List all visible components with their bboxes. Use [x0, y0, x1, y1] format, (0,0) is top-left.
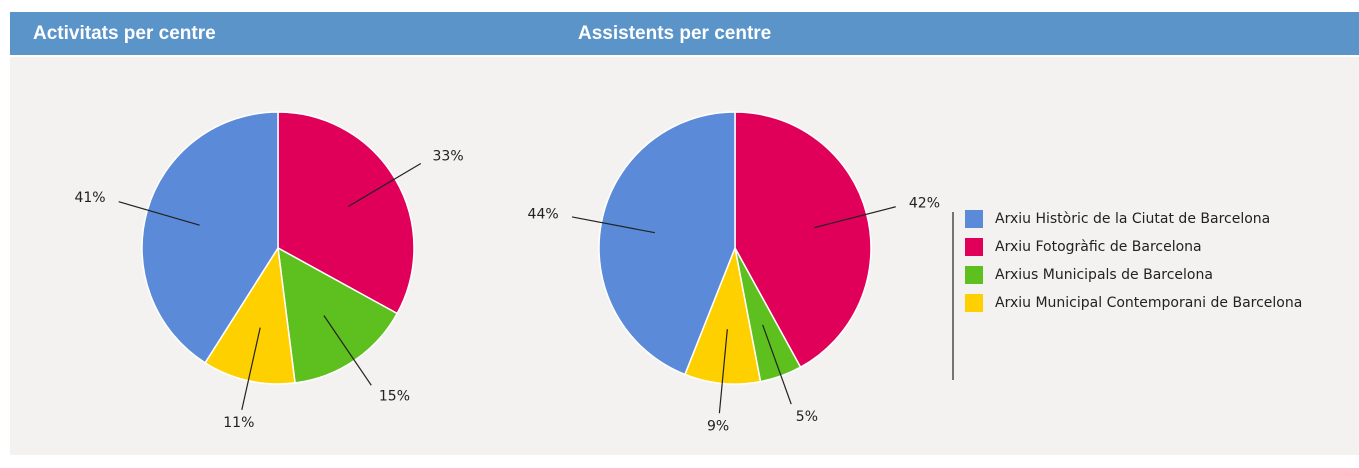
legend-label: Arxiu Fotogràfic de Barcelona — [995, 239, 1202, 255]
leader-line — [718, 329, 728, 414]
legend-swatch — [965, 294, 983, 312]
leader-line — [241, 327, 261, 411]
data-label: 11% — [223, 415, 254, 431]
legend-swatch — [965, 266, 983, 284]
leader-line — [762, 324, 792, 405]
header-bar — [10, 12, 1359, 55]
legend-label: Arxius Municipals de Barcelona — [995, 267, 1213, 283]
data-label: 41% — [74, 190, 105, 206]
data-label: 9% — [707, 419, 729, 435]
chart-title: Activitats per centre — [33, 23, 216, 44]
data-label: 5% — [796, 409, 818, 425]
legend-swatch — [965, 210, 983, 228]
legend-label: Arxiu Municipal Contemporani de Barcelon… — [995, 295, 1302, 311]
chart-title: Assistents per centre — [578, 23, 771, 44]
leader-line — [323, 315, 372, 386]
leader-line — [347, 163, 422, 207]
leader-line — [571, 216, 655, 234]
data-label: 44% — [528, 206, 559, 222]
leader-line — [118, 201, 200, 226]
legend-label: Arxiu Històric de la Ciutat de Barcelona — [995, 211, 1270, 227]
leader-line — [813, 206, 896, 229]
data-label: 42% — [909, 195, 940, 211]
legend-swatch — [965, 238, 983, 256]
data-label: 15% — [379, 388, 410, 404]
data-label: 33% — [433, 149, 464, 165]
